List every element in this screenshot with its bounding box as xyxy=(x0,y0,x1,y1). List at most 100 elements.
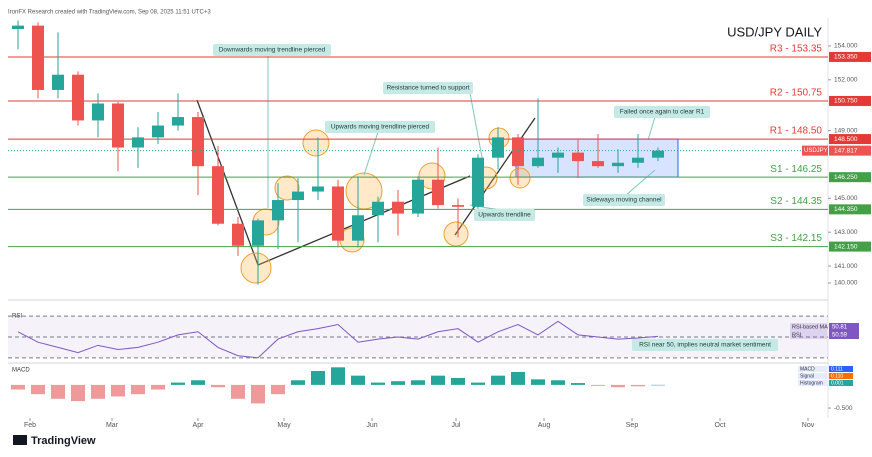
legend-value-box xyxy=(829,373,853,379)
histogram-bar xyxy=(431,375,445,385)
legend-box xyxy=(798,373,827,379)
histogram-bar xyxy=(551,380,565,385)
histogram-bar xyxy=(531,379,545,385)
legend-box xyxy=(790,331,827,339)
histogram-bar xyxy=(91,384,105,399)
legend-value-box xyxy=(829,323,859,331)
level-name: S2 - 144.35 xyxy=(770,196,822,207)
histogram-bar xyxy=(471,382,485,385)
x-tick-label: Apr xyxy=(193,422,205,429)
histogram-bar xyxy=(111,384,125,397)
callout-line xyxy=(647,116,656,141)
legend-value-box xyxy=(829,331,859,339)
histogram-bar xyxy=(331,367,345,385)
y-tick-label: 152.000 xyxy=(834,77,858,84)
x-tick-label: May xyxy=(277,422,291,429)
annotation-box xyxy=(325,121,435,133)
level-name: R3 - 153.35 xyxy=(770,44,823,55)
candle-body xyxy=(432,179,444,206)
candle-body xyxy=(252,220,264,246)
y-tick-label: 140.000 xyxy=(834,280,858,287)
candle-body xyxy=(512,137,524,167)
histogram-bar xyxy=(511,371,525,385)
level-box xyxy=(829,51,871,62)
histogram-bar xyxy=(211,384,225,388)
level-name: S1 - 146.25 xyxy=(770,164,822,175)
histogram-bar xyxy=(31,384,45,395)
candle-body xyxy=(152,125,164,138)
candle-body xyxy=(652,150,664,158)
histogram-bar xyxy=(591,384,605,386)
candle-body xyxy=(632,157,644,163)
annotation: Resistance turned to support xyxy=(386,85,469,92)
level-name: R2 - 150.75 xyxy=(770,88,823,99)
level-box xyxy=(829,204,871,215)
histogram-bar xyxy=(391,381,405,385)
legend-value: 0.111 xyxy=(831,366,843,372)
last-price-label: 147.817 xyxy=(834,147,858,154)
callout-line xyxy=(469,92,485,169)
annotation-box xyxy=(474,209,535,221)
logo-icon xyxy=(13,435,27,445)
candle-body xyxy=(272,200,284,221)
annotation: RSI near 50, implies neutral market sent… xyxy=(639,342,771,349)
legend-box xyxy=(790,323,827,331)
candle-body xyxy=(312,186,324,192)
histogram-bar xyxy=(651,384,665,386)
legend-value-box xyxy=(829,380,853,386)
legend-value: 0.001 xyxy=(831,380,844,386)
highlight-circle xyxy=(443,221,469,247)
level-label: 142.150 xyxy=(834,243,858,250)
legend-box xyxy=(798,366,827,372)
level-box xyxy=(829,241,871,252)
histogram-bar xyxy=(351,375,365,385)
candle-body xyxy=(72,74,84,121)
candle-body xyxy=(212,166,224,224)
last-price-box xyxy=(829,145,871,156)
logo: TradingView xyxy=(31,435,96,447)
histogram-bar xyxy=(51,384,65,399)
level-name: S3 - 142.15 xyxy=(770,233,822,244)
candle-body xyxy=(52,74,64,90)
x-tick-label: Jun xyxy=(366,422,377,429)
level-label: 146.250 xyxy=(834,174,858,181)
legend-value: 0.110 xyxy=(831,373,843,379)
candle-body xyxy=(192,117,204,167)
histogram-bar xyxy=(271,384,285,395)
y-tick-label: 145.000 xyxy=(834,195,858,202)
legend-name: RSI xyxy=(792,332,802,338)
level-label: 148.500 xyxy=(834,136,858,143)
level-box xyxy=(829,95,871,106)
chart-title: USD/JPY DAILY xyxy=(727,24,822,39)
legend-value: 50.59 xyxy=(832,333,848,339)
candle-body xyxy=(552,152,564,158)
histogram-bar xyxy=(631,384,645,387)
x-tick-label: Aug xyxy=(538,422,551,429)
candle-body xyxy=(32,25,44,90)
legend-name: Histogram xyxy=(800,380,823,386)
candle-body xyxy=(112,103,124,148)
annotation: Failed once again to clear R1 xyxy=(620,109,705,116)
legend-value: 50.81 xyxy=(832,325,848,331)
histogram-bar xyxy=(251,384,265,404)
highlight-circle xyxy=(302,129,330,157)
x-tick-label: Oct xyxy=(715,422,726,429)
candle-body xyxy=(472,157,484,207)
candle-body xyxy=(392,201,404,214)
candle-body xyxy=(92,103,104,121)
level-label: 144.350 xyxy=(834,206,858,213)
candle-body xyxy=(172,117,184,126)
annotation-box xyxy=(213,44,331,56)
histogram-bar xyxy=(171,382,185,385)
y-tick-label: 154.000 xyxy=(834,43,858,50)
y-tick-label: 149.000 xyxy=(834,127,858,134)
level-box xyxy=(829,172,871,183)
symbol-label: USDJPY xyxy=(804,148,828,154)
legend-name: Signal xyxy=(800,373,814,379)
candle-body xyxy=(592,161,604,167)
x-tick-label: Nov xyxy=(802,422,815,429)
level-label: 153.350 xyxy=(834,54,858,61)
